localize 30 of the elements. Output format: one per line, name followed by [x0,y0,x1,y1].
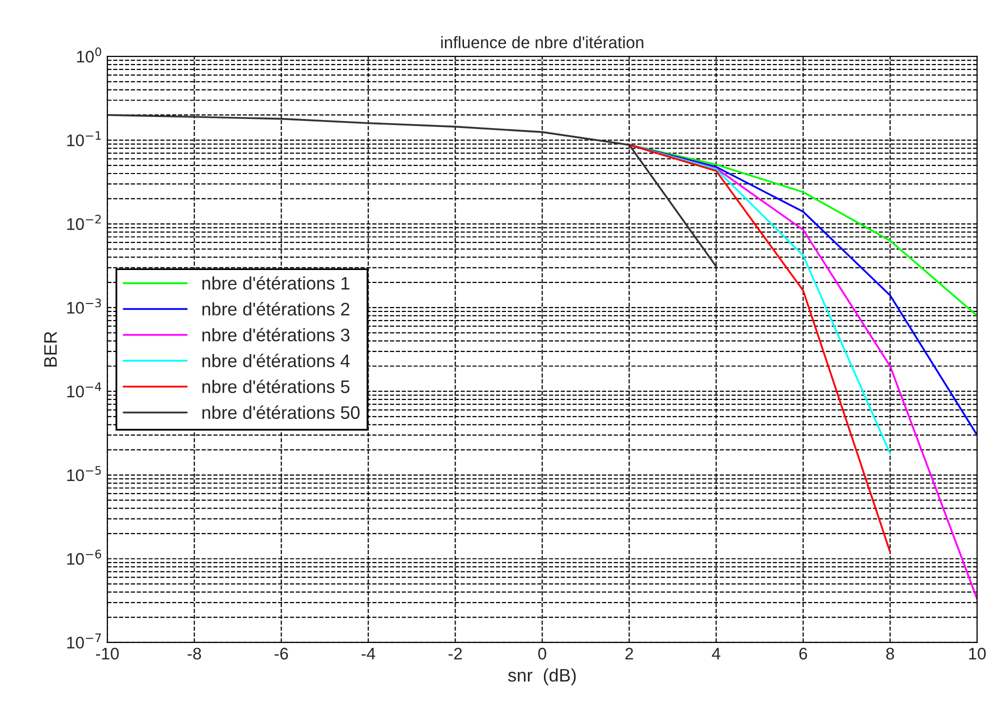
x-tick-label: 0 [538,648,546,660]
x-axis-title: snr (dB) [508,668,576,686]
legend-label: nbre d'étérations 50 [202,405,360,419]
y-tick-label: 10$^{−2}$ [67,214,101,230]
x-tick-label: -4 [362,648,376,660]
x-tick-label: 4 [712,648,720,660]
x-tick-label: -10 [96,648,119,660]
x-tick-label: 6 [799,648,808,660]
y-tick-label: 10$^{−4}$ [67,382,102,398]
y-tick-label: 10$^{−5}$ [67,466,101,482]
y-axis-title: BER [44,332,57,367]
x-tick-label: -2 [448,648,462,660]
x-tick-label: 2 [625,648,633,660]
legend-label: nbre d'étérations 3 [202,328,350,342]
line-series [107,114,718,268]
line-series [628,144,892,554]
x-tick-label: 10 [969,648,986,660]
legend-label: nbre d'étérations 1 [202,276,350,290]
y-tick-label: 10$^{−1}$ [67,131,101,146]
legend-label: nbre d'étérations 2 [202,302,350,316]
x-tick-label: 8 [886,648,894,660]
chart-title: influence de nbre d'itération [441,36,644,48]
y-tick-label: 10$^{−7}$ [67,634,101,649]
x-tick-label: -8 [188,648,202,660]
y-tick-label: 10$^{−3}$ [67,298,101,314]
legend-label: nbre d'étérations 5 [202,380,350,394]
y-tick-label: 10$^{−6}$ [67,550,102,565]
legend-label: nbre d'étérations 4 [202,354,350,368]
x-tick-label: -6 [274,648,288,660]
y-tick-label: 10$^{0}$ [77,47,102,63]
